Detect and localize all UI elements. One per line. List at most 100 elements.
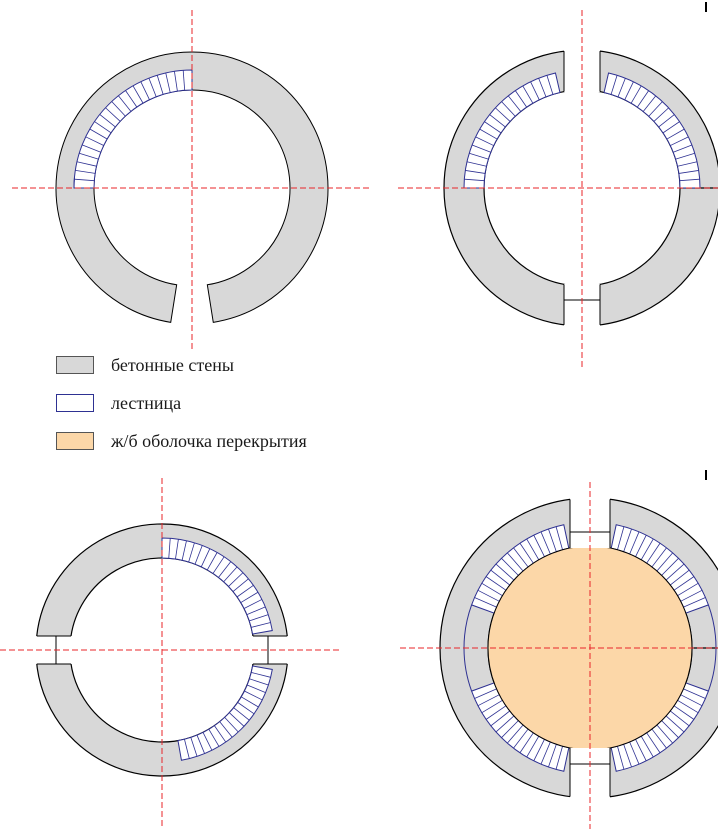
stair-tread [623,744,632,768]
stair-tread [546,75,554,95]
stair-tread [481,699,503,714]
stair-tread [623,528,632,552]
stair-tread [240,591,259,603]
stair-tread [132,85,144,104]
stair-tread [469,152,489,160]
stair-tread [76,161,97,167]
stair-tread [648,101,663,117]
stair-tread [219,721,233,738]
stair-tread [507,95,522,112]
stair-tread [646,543,661,564]
stair-tread [683,688,706,699]
stair-tread [540,531,551,555]
stair-tread [223,566,238,583]
legend-label-stair: лестница [111,393,182,413]
stair-tread [624,81,634,100]
stair-band [73,69,193,189]
stair-tread [673,576,695,591]
stair-tread [140,81,150,100]
stair-tread [653,107,669,122]
stair-tread [79,152,99,160]
stair-tread [481,582,503,597]
stair-tread [194,545,203,565]
stair-tread [629,531,640,555]
stair-tread [246,606,266,615]
stair-tread [540,741,551,765]
stair-band [177,665,273,761]
stair-tread [640,736,654,758]
stair-tread [477,694,500,707]
stair-tread [218,561,232,578]
stair-tread [495,715,515,733]
stair-tread [489,114,506,128]
stair-tread [640,538,654,560]
stair-tread [637,90,649,108]
stair-tread [228,572,244,587]
stair-tread [105,107,121,122]
stair-tread [507,724,524,744]
stair-tread [617,746,625,770]
stair-tread [548,744,557,768]
stair-tread [182,70,186,91]
stair-tread [214,725,227,743]
stair-tread [673,705,695,720]
stair-tread [224,717,239,733]
stair-tread [82,144,101,153]
stair-tread [533,739,545,761]
stair-tread [530,81,540,100]
stair-tread [485,705,507,720]
plan-2-section [398,10,718,368]
stair-tread [683,597,706,608]
stair-tread [474,597,497,608]
stair-tread [526,736,540,758]
stair-tread [188,542,195,563]
stair-swatch [56,394,94,412]
stair-tread [477,589,500,602]
stair-tread [642,95,657,112]
stair-tread [617,526,625,550]
slab-swatch [56,432,94,450]
stair-tread [240,696,259,708]
stair-tread [651,547,667,568]
stair-tread [656,552,673,572]
legend-label-concrete: бетонные стены [111,355,234,375]
stair-tread [680,589,703,602]
stair-tread [679,178,700,182]
stair-tread [629,741,640,765]
stair-tread [495,563,515,581]
stair-tread [475,136,494,146]
corner-mark-top [705,2,707,12]
stair-tread [118,95,132,112]
stair-tread [99,114,116,128]
stair-tread [244,690,263,701]
stair-tread [125,90,138,108]
stair-tread [208,728,220,747]
stair-tread [680,694,703,707]
stair-tread [490,569,511,586]
stair-tread [237,702,255,715]
stair-tread [249,614,269,622]
stair-tread [665,715,685,733]
stair-tread [184,739,190,759]
stair-tread [666,128,685,140]
stair-tread [490,710,511,727]
plan-4-section [400,482,718,829]
plan-3-section [0,478,340,829]
stair-tread [212,556,225,574]
corner-mark-middle [705,470,707,480]
stair-tread [630,85,642,104]
stair-band [161,537,273,635]
stair-tread [656,724,673,744]
stair-tread [465,170,486,174]
stair-tread [661,558,679,576]
stair-tread [485,576,507,591]
stair-tread [243,599,263,609]
stair-tread [233,707,250,721]
stair-tread [651,728,667,749]
stair-tread [251,622,271,628]
stair-tread [677,699,699,714]
stair-tread [635,535,647,557]
stair-tread [111,101,126,117]
stair-tread [501,101,516,117]
